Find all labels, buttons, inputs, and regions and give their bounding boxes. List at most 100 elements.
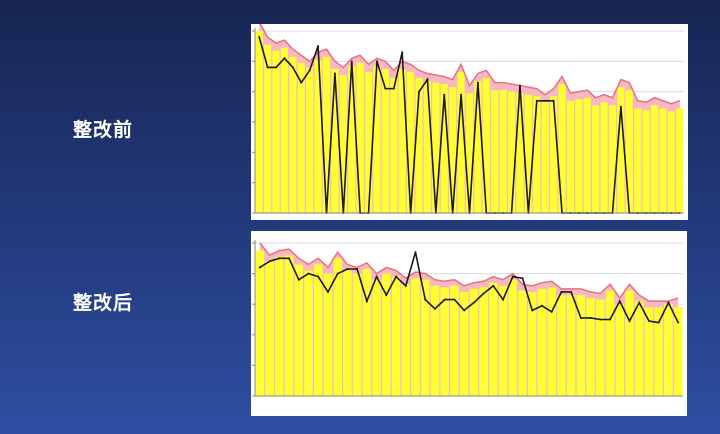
series-point — [307, 272, 310, 275]
bar — [440, 84, 448, 213]
bar — [415, 78, 423, 213]
series-point — [560, 290, 563, 293]
bar — [524, 94, 532, 213]
series-point — [460, 93, 463, 96]
series-point — [550, 310, 553, 313]
series-point — [426, 78, 429, 81]
bar — [440, 287, 449, 396]
bar — [576, 295, 586, 396]
series-point — [326, 290, 329, 293]
series-point — [418, 90, 421, 93]
series-point — [667, 301, 670, 304]
series-point — [472, 301, 475, 304]
bar — [625, 290, 634, 396]
bar — [654, 307, 663, 396]
bar — [339, 74, 347, 213]
bar — [265, 261, 274, 396]
bar — [457, 71, 465, 213]
bar — [586, 298, 595, 396]
bar — [398, 68, 406, 213]
series-point — [346, 268, 349, 271]
chart-after — [251, 231, 687, 416]
bar — [615, 304, 625, 396]
bar — [314, 59, 322, 213]
series-point — [404, 284, 407, 287]
series-point — [492, 284, 495, 287]
series-point — [401, 51, 404, 54]
series-line — [259, 251, 679, 324]
bar — [673, 307, 683, 396]
series-point — [619, 105, 622, 108]
bar — [306, 67, 314, 214]
series-point — [278, 257, 281, 260]
series-point — [599, 318, 602, 321]
series-point — [476, 81, 479, 84]
bar — [558, 84, 566, 213]
bar — [642, 109, 650, 213]
series-point — [291, 66, 294, 69]
bar — [323, 273, 333, 396]
bar — [352, 273, 362, 396]
bar — [423, 81, 432, 213]
bar — [566, 295, 576, 396]
chart-before — [251, 24, 688, 220]
series-point — [365, 300, 368, 303]
bar — [465, 93, 474, 213]
bar — [644, 307, 654, 396]
series-point — [350, 60, 353, 63]
bar — [507, 91, 516, 213]
bar — [634, 301, 644, 396]
series-point — [618, 300, 621, 303]
bar — [275, 256, 284, 396]
bar — [489, 282, 498, 396]
bar — [491, 90, 499, 213]
series-point — [336, 272, 339, 275]
bar — [390, 78, 398, 213]
series-point — [535, 99, 538, 102]
series-point — [308, 69, 311, 72]
series-point — [579, 316, 582, 319]
bar — [284, 255, 294, 396]
bar — [333, 258, 342, 396]
bar — [583, 97, 591, 213]
total-area — [259, 243, 679, 396]
bar — [518, 290, 527, 396]
bar — [304, 270, 313, 396]
series-point — [433, 307, 436, 310]
series-point — [544, 99, 547, 102]
bar — [482, 78, 490, 213]
bar — [322, 56, 331, 214]
series-point — [482, 292, 485, 295]
bar — [664, 304, 673, 396]
bar — [450, 285, 459, 396]
series-point — [609, 318, 612, 321]
bar — [420, 279, 430, 396]
label-after: 整改后 — [73, 292, 134, 314]
series-point — [414, 251, 417, 254]
series-point — [570, 290, 573, 293]
series-point — [268, 260, 271, 263]
bar — [407, 71, 415, 213]
bar — [381, 68, 389, 213]
series-point — [288, 257, 291, 260]
series-point — [628, 320, 631, 323]
bar — [289, 56, 297, 214]
series-point — [443, 93, 446, 96]
series-point — [384, 87, 387, 90]
series-point — [385, 294, 388, 297]
bar — [297, 62, 305, 213]
series-point — [424, 298, 427, 301]
bar — [459, 291, 469, 396]
bar — [364, 71, 373, 213]
bar — [592, 105, 600, 213]
series-point — [453, 298, 456, 301]
bar — [280, 47, 289, 213]
bar — [348, 65, 356, 213]
series-point — [375, 60, 378, 63]
bar — [432, 82, 440, 213]
bar — [617, 87, 625, 213]
series-point — [443, 298, 446, 301]
bar — [499, 90, 507, 213]
bar — [608, 105, 617, 213]
series-point — [266, 66, 269, 69]
